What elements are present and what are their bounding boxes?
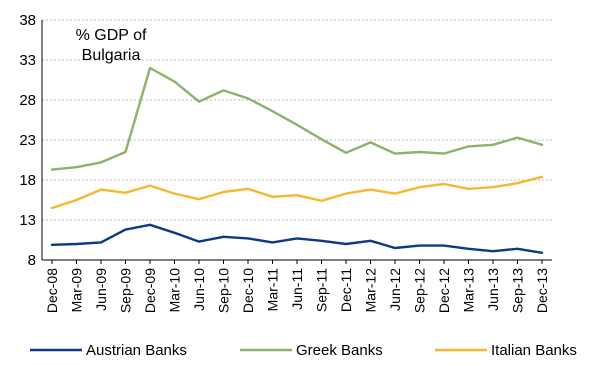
y-tick-label: 38 xyxy=(19,12,36,29)
x-tick-label: Jun-09 xyxy=(93,268,109,311)
legend: Austrian Banks Greek Banks Italian Banks xyxy=(30,342,577,359)
annotation-line-2: Bulgaria xyxy=(82,47,141,64)
x-tick-label: Jun-12 xyxy=(387,268,403,311)
series-line-1 xyxy=(50,66,544,171)
series-lines xyxy=(50,66,544,255)
x-tick-label: Dec-12 xyxy=(436,268,452,313)
legend-label-2: Italian Banks xyxy=(491,342,577,359)
x-tick-label: Mar-13 xyxy=(461,268,477,313)
x-tick-label: Sep-09 xyxy=(118,268,134,313)
x-tick-label: Mar-10 xyxy=(167,268,183,313)
chart-annotation: % GDP of Bulgaria xyxy=(76,27,147,64)
x-tick-label: Dec-11 xyxy=(338,268,354,312)
legend-label-0: Austrian Banks xyxy=(86,342,187,359)
x-tick-label: Dec-10 xyxy=(240,268,256,313)
x-tick-label: Mar-11 xyxy=(265,268,281,312)
gridlines xyxy=(42,19,552,221)
x-tick-label: Sep-10 xyxy=(216,268,232,313)
series-line-2 xyxy=(50,175,544,210)
y-tick-label: 8 xyxy=(28,252,36,269)
series-line-0 xyxy=(50,223,544,255)
y-tick-label: 23 xyxy=(19,132,36,149)
axes: 8 13 18 23 28 33 38 Dec-08 Mar-09 Jun-09 Sep-09 Dec… xyxy=(19,12,552,313)
x-tick-label: Dec-08 xyxy=(44,268,60,313)
x-tick-label: Jun-13 xyxy=(485,268,501,311)
x-tick-label: Sep-12 xyxy=(412,268,428,313)
x-tick-label: Jun-11 xyxy=(289,268,305,310)
x-tick-label: Jun-10 xyxy=(191,268,207,311)
y-tick-label: 13 xyxy=(19,212,36,229)
legend-label-1: Greek Banks xyxy=(296,342,383,359)
annotation-line-1: % GDP of xyxy=(76,27,147,44)
x-tick-label: Dec-09 xyxy=(142,268,158,313)
y-tick-label: 18 xyxy=(19,172,36,189)
x-tick-label: Mar-12 xyxy=(363,268,379,313)
x-tick-label: Sep-11 xyxy=(314,268,330,312)
y-tick-label: 33 xyxy=(19,52,36,69)
y-tick-label: 28 xyxy=(19,92,36,109)
x-tick-label: Sep-13 xyxy=(510,268,526,313)
x-tick-label: Mar-09 xyxy=(69,268,85,313)
x-tick-label: Dec-13 xyxy=(534,268,550,313)
